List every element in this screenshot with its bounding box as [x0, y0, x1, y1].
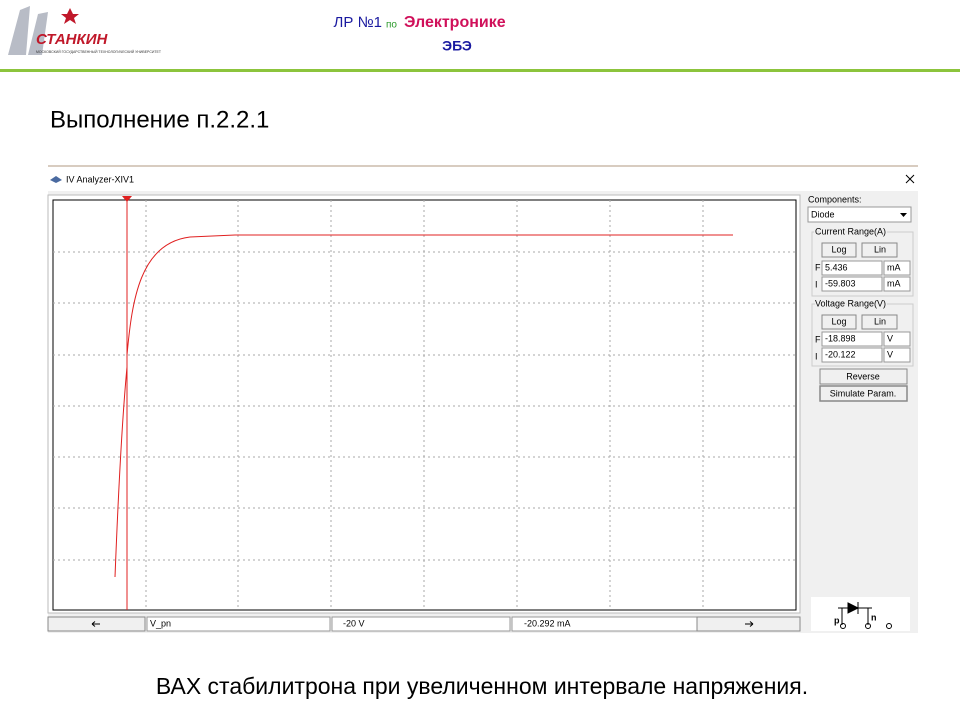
log-label: Log: [831, 244, 846, 254]
dropdown-arrow: [900, 213, 907, 217]
window: IV Analyzer-XIV1 Components: Diode Curre…: [47, 165, 918, 633]
lin-label: Lin: [874, 316, 886, 326]
i-unit: mA: [887, 278, 901, 288]
terminal: [840, 623, 846, 629]
component-select[interactable]: [807, 206, 912, 223]
f-unit-box[interactable]: [883, 331, 911, 347]
lin-label: Lin: [874, 244, 886, 254]
simulate-button[interactable]: [819, 385, 908, 402]
voltage-group-title: Voltage Range(V): [815, 298, 886, 308]
header-subject: Электронике: [404, 14, 506, 31]
right-arrow: [745, 621, 754, 627]
logo-subtitle: МОСКОВСКИЙ ГОСУДАРСТВЕННЫЙ ТЕХНОЛОГИЧЕСК…: [36, 50, 162, 54]
header-by: по: [386, 20, 397, 31]
diode-symbol: [811, 597, 910, 631]
header-code: ЭБЭ: [442, 38, 472, 54]
i-input[interactable]: [821, 276, 883, 292]
caption: ВАХ стабилитрона при увеличенном интерва…: [156, 673, 808, 699]
terminal: [865, 623, 871, 629]
header-lab: ЛР №1: [334, 14, 382, 31]
logo-star: [61, 8, 79, 24]
i-unit-box[interactable]: [883, 347, 911, 363]
f-value: -18.898: [825, 333, 856, 343]
i-unit-box[interactable]: [883, 276, 911, 292]
component-value: Diode: [811, 209, 835, 219]
f-value: 5.436: [825, 262, 848, 272]
i-value: -59.803: [825, 278, 856, 288]
components-label: Components:: [808, 194, 862, 204]
f-unit-box[interactable]: [883, 260, 911, 276]
log-button[interactable]: [821, 242, 857, 258]
diode-drawing: [838, 602, 872, 625]
i-label: I: [815, 279, 818, 289]
header-rule: [0, 69, 960, 72]
terminal: [886, 623, 892, 629]
current-group-title: Current Range(A): [815, 226, 886, 236]
status-variable: V_pn: [150, 618, 171, 628]
reverse-label: Reverse: [846, 371, 880, 381]
logo: СТАНКИН МОСКОВСКИЙ ГОСУДАРСТВЕННЫЙ ТЕХНО…: [8, 6, 162, 55]
i-label: I: [815, 351, 818, 361]
status-field: [146, 616, 331, 632]
window-title: IV Analyzer-XIV1: [66, 174, 134, 184]
heading: Выполнение п.2.2.1: [50, 106, 269, 133]
terminal-n: n: [871, 612, 877, 622]
status-voltage: -20 V: [343, 618, 365, 628]
log-button[interactable]: [821, 314, 857, 330]
close-button[interactable]: [905, 174, 915, 184]
current-group: [811, 231, 914, 297]
cursor-handle[interactable]: [122, 196, 132, 202]
lin-button[interactable]: [861, 314, 898, 330]
f-input[interactable]: [821, 260, 883, 276]
log-label: Log: [831, 316, 846, 326]
status-field: [331, 616, 511, 632]
f-label: F: [815, 334, 821, 344]
window-icon: [50, 176, 62, 183]
left-arrow: [91, 621, 100, 627]
f-input[interactable]: [821, 331, 883, 347]
status-current: -20.292 mA: [524, 618, 571, 628]
title-bar: [48, 167, 918, 191]
voltage-group: [811, 303, 914, 367]
reverse-button[interactable]: [819, 368, 908, 385]
i-value: -20.122: [825, 349, 856, 359]
f-label: F: [815, 262, 821, 272]
logo-name: СТАНКИН: [36, 31, 109, 48]
grid-lines: [53, 200, 796, 610]
lin-button[interactable]: [861, 242, 898, 258]
logo-shape: [8, 6, 48, 55]
i-unit: V: [887, 349, 893, 359]
i-input[interactable]: [821, 347, 883, 363]
iv-curve: [114, 234, 733, 578]
simulate-label: Simulate Param.: [830, 388, 897, 398]
f-unit: mA: [887, 262, 901, 272]
grid: [53, 200, 796, 610]
terminal-p: p: [834, 615, 840, 625]
f-unit: V: [887, 333, 893, 343]
